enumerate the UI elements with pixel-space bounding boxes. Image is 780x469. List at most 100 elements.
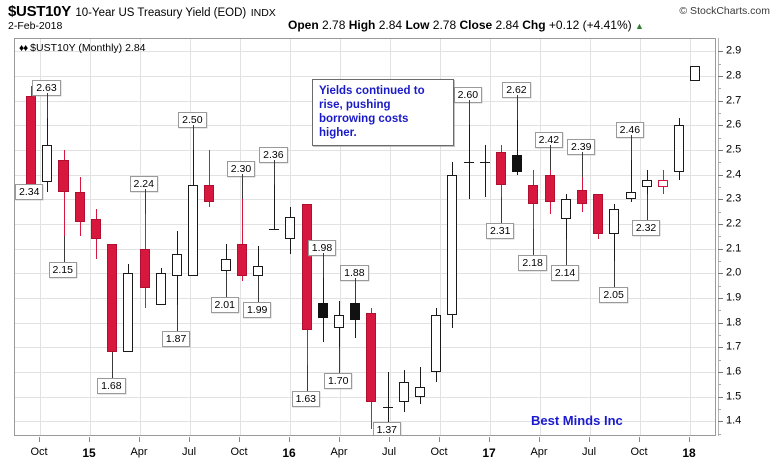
- x-axis-tick: [189, 437, 190, 442]
- candle-body-doji: [479, 162, 490, 164]
- price-callout-label: 2.15: [48, 262, 77, 279]
- gridline-horizontal: [15, 51, 715, 53]
- gridline-vertical: [340, 39, 341, 435]
- y-axis-tick: [718, 76, 723, 77]
- candle-body: [317, 303, 328, 318]
- candle-body: [528, 184, 539, 205]
- candle-body: [74, 191, 85, 222]
- candle-wick: [355, 303, 356, 338]
- price-callout-label: 2.18: [518, 254, 547, 271]
- close-label: Close: [459, 18, 493, 32]
- price-callout-label: 2.30: [226, 161, 256, 178]
- x-axis-tick: [539, 437, 540, 442]
- x-axis-tick: [289, 437, 290, 442]
- price-callout-label: 2.32: [631, 220, 661, 237]
- y-axis-tick: [718, 51, 723, 53]
- y-axis-minor-tick: [718, 335, 721, 337]
- price-callout-label: 2.60: [453, 87, 483, 104]
- candle-wick: [485, 145, 486, 197]
- candle-body: [447, 174, 458, 316]
- y-axis-tick-label: 2.2: [726, 217, 742, 230]
- y-axis-minor-tick: [718, 384, 721, 386]
- price-callout-leader: [145, 189, 146, 215]
- price-callout-label: 1.99: [242, 301, 272, 318]
- y-axis-tick: [718, 273, 723, 275]
- y-axis-tick-label: 2.3: [726, 192, 742, 205]
- ohlc-quote-bar: Open 2.78 High 2.84 Low 2.78 Close 2.84 …: [288, 18, 644, 32]
- x-axis-tick: [139, 437, 140, 442]
- y-axis-tick-label: 1.5: [726, 390, 742, 403]
- candle-wick: [274, 184, 275, 229]
- price-callout-label: 1.87: [161, 331, 191, 348]
- symbol-description: 10-Year US Treasury Yield (EOD): [75, 7, 247, 19]
- close-value: 2.84: [495, 18, 519, 32]
- y-axis: 2.9 2.8 2.7 2.6 2.5 2.4 2.3 2.2 2.1 2.0 1.9 1.8 1.7 1…: [718, 38, 776, 436]
- price-callout-label: 1.98: [307, 240, 337, 257]
- x-axis-tick: [339, 437, 340, 442]
- gridline-horizontal: [15, 322, 715, 324]
- series-legend: ♦♦ $UST10Y (Monthly) 2.84: [19, 42, 146, 54]
- price-callout-leader: [274, 159, 275, 185]
- price-callout-label: 2.14: [550, 264, 580, 281]
- quote-date: 2-Feb-2018: [8, 20, 63, 32]
- candle-body: [204, 184, 215, 202]
- price-callout-label: 2.31: [486, 222, 515, 239]
- candle-body: [26, 95, 37, 190]
- price-callout-leader: [47, 92, 48, 118]
- candle-wick: [388, 372, 389, 429]
- y-axis-minor-tick: [718, 137, 721, 139]
- price-callout-leader: [226, 270, 227, 297]
- candle-body: [123, 273, 134, 353]
- candle-body: [252, 265, 263, 276]
- candle-wick: [420, 367, 421, 405]
- x-axis-tick: [639, 437, 640, 442]
- x-axis-tick-label: 17: [482, 446, 496, 460]
- candle-body: [512, 154, 523, 173]
- x-axis-tick: [239, 437, 240, 442]
- y-axis-tick: [718, 298, 723, 300]
- price-callout-label: 2.05: [599, 287, 628, 304]
- candle-body: [333, 315, 344, 328]
- candle-body: [398, 381, 409, 402]
- x-axis-tick: [689, 437, 690, 442]
- y-axis-tick: [718, 150, 723, 152]
- x-axis-tick-label: Oct: [430, 446, 448, 458]
- price-callout-label: 2.24: [129, 176, 158, 193]
- gridline-vertical: [690, 39, 691, 435]
- candle-body: [641, 179, 652, 188]
- candle-body: [593, 194, 604, 234]
- gridline-vertical: [540, 39, 541, 435]
- price-callout-label: 1.88: [340, 265, 369, 281]
- y-axis-tick: [718, 396, 723, 398]
- price-callout-leader: [307, 364, 308, 391]
- y-axis-tick-label: 2.7: [726, 94, 742, 107]
- up-triangle-icon: ▲: [634, 21, 644, 31]
- x-axis-tick-label: Jul: [181, 446, 197, 458]
- candle-body: [90, 219, 101, 239]
- gridline-vertical: [440, 39, 441, 435]
- price-callout-label: 2.46: [615, 121, 645, 138]
- price-callout-label: 2.63: [32, 79, 61, 96]
- price-callout-label: 2.39: [567, 139, 596, 156]
- candle-body: [155, 273, 166, 306]
- watermark-label: Best Minds Inc: [531, 413, 623, 428]
- candle-wick: [209, 150, 210, 207]
- high-label: High: [348, 18, 376, 32]
- x-axis-tick-label: 16: [282, 446, 296, 460]
- candle-body: [577, 189, 588, 205]
- price-callout-leader: [258, 275, 259, 302]
- price-callout-leader: [631, 134, 632, 160]
- candle-body: [350, 303, 361, 321]
- gridline-horizontal: [15, 76, 715, 77]
- candle-body: [560, 199, 571, 220]
- candle-wick: [469, 125, 470, 200]
- gridline-vertical: [590, 39, 591, 435]
- gridline-horizontal: [15, 174, 715, 176]
- gridline-horizontal: [15, 298, 715, 300]
- price-callout-label: 2.34: [15, 183, 44, 200]
- price-callout-leader: [517, 95, 518, 121]
- candle-body: [107, 243, 118, 353]
- candle-wick: [517, 120, 518, 175]
- price-callout-leader: [323, 253, 324, 279]
- x-axis-tick: [89, 437, 90, 442]
